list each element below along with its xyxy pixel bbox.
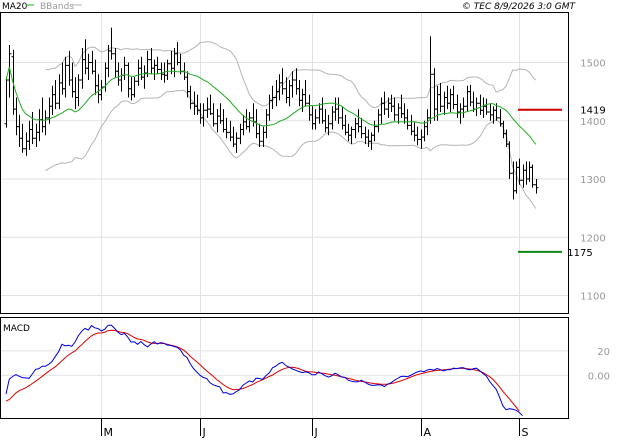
ohlc-bar xyxy=(517,158,522,185)
ohlc-bar xyxy=(534,179,539,194)
price-tick-label: 1300 xyxy=(580,175,605,186)
ohlc-bar xyxy=(211,103,216,127)
ohlc-bar xyxy=(43,110,48,136)
macd-panel-frame xyxy=(0,317,569,419)
ohlc-bar xyxy=(451,85,456,110)
ohlc-bar xyxy=(99,80,104,101)
price-y-axis: 1100 1200 1300 1400 1500 xyxy=(580,59,605,303)
ohlc-bar xyxy=(392,97,397,121)
ohlc-bar xyxy=(165,59,170,80)
ohlc-bar xyxy=(415,126,420,146)
ohlc-bar xyxy=(405,109,410,130)
ohlc-bar xyxy=(507,141,512,179)
ohlc-bar xyxy=(188,85,193,110)
ohlc-bar xyxy=(201,103,206,127)
ohlc-bar xyxy=(76,74,81,107)
macd-tick-label: 20 xyxy=(597,347,610,358)
ohlc-bar xyxy=(155,56,160,75)
ohlc-bar xyxy=(349,126,354,145)
ohlc-bar xyxy=(224,117,229,139)
ohlc-bar xyxy=(303,80,308,107)
ohlc-bar xyxy=(382,91,387,115)
bbands-legend-label: BBands xyxy=(40,2,74,12)
ohlc-bar xyxy=(484,98,489,115)
ohlc-bar xyxy=(30,112,35,145)
ohlc-bar xyxy=(257,123,262,147)
macd-line xyxy=(5,324,523,417)
ohlc-bar xyxy=(372,120,377,142)
support-level-label: 1175 xyxy=(567,248,592,259)
ohlc-bar xyxy=(438,82,443,112)
bollinger-lower-band xyxy=(45,89,537,209)
ohlc-bar xyxy=(247,112,252,133)
ohlc-bar xyxy=(530,164,535,188)
ohlc-bar xyxy=(280,68,285,95)
ohlc-bar xyxy=(86,53,91,80)
ohlc-bar xyxy=(313,109,318,130)
resistance-level-label: 1419 xyxy=(580,106,605,117)
macd-tick-label: 0.00 xyxy=(588,371,610,382)
moving-average-line xyxy=(5,66,537,145)
macd-gridlines xyxy=(1,318,568,418)
x-tick-label: M xyxy=(104,426,114,439)
price-tick-label: 1400 xyxy=(580,117,605,128)
ohlc-bar xyxy=(336,97,341,124)
price-tick-label: 1100 xyxy=(580,292,605,303)
ohlc-bar xyxy=(145,50,150,78)
ohlc-bar xyxy=(428,36,433,124)
x-tick-label: A xyxy=(424,426,432,439)
ohlc-bar xyxy=(53,80,58,110)
x-tick-label: J xyxy=(314,426,318,439)
price-tick-label: 1500 xyxy=(580,59,605,70)
ohlc-bar xyxy=(234,132,239,153)
macd-y-axis: 0.00 20 xyxy=(588,347,610,382)
ohlc-bar xyxy=(290,71,295,98)
ohlc-bar xyxy=(359,117,364,139)
ohlc-bar xyxy=(461,97,466,118)
x-tick-label: J xyxy=(202,426,206,439)
ma-legend-label: MA20 xyxy=(2,2,28,12)
copyright-text: © TEC 8/9/2026 3:0 GMT xyxy=(462,2,577,12)
price-levels: 1419 1175 xyxy=(518,106,606,259)
bollinger-upper-band xyxy=(45,41,537,109)
ohlc-bar xyxy=(132,77,137,98)
ohlc-bar xyxy=(109,27,114,60)
ohlc-bar xyxy=(20,123,25,153)
macd-panel-title: MACD xyxy=(3,324,30,334)
ohlc-bar xyxy=(7,45,12,98)
ohlc-bar xyxy=(270,85,275,110)
price-tick-label: 1200 xyxy=(580,233,605,244)
ohlc-bar xyxy=(326,114,331,136)
x-tick-label: S xyxy=(522,426,529,439)
ohlc-bar xyxy=(63,56,68,98)
